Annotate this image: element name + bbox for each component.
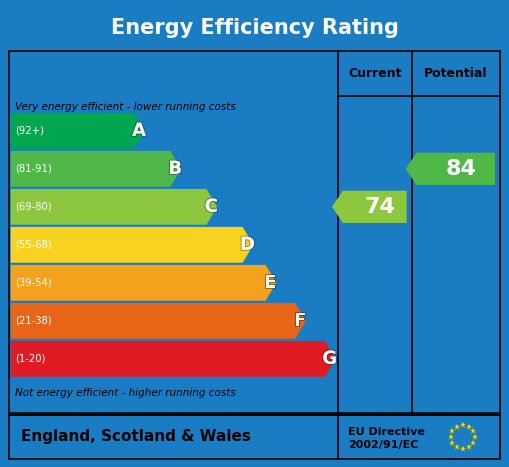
Text: 74: 74 — [364, 197, 395, 217]
Text: C: C — [205, 198, 218, 216]
Text: Current: Current — [348, 67, 402, 80]
Text: D: D — [240, 236, 255, 254]
Polygon shape — [11, 151, 181, 187]
Text: B: B — [168, 160, 182, 178]
Polygon shape — [11, 341, 335, 377]
Text: (21-38): (21-38) — [15, 316, 52, 326]
Text: (39-54): (39-54) — [15, 278, 52, 288]
Text: 2002/91/EC: 2002/91/EC — [348, 440, 418, 450]
Text: Potential: Potential — [424, 67, 488, 80]
Text: E: E — [264, 274, 276, 292]
Text: (55-68): (55-68) — [15, 240, 52, 250]
Polygon shape — [11, 189, 217, 225]
Polygon shape — [11, 303, 306, 339]
Text: (81-91): (81-91) — [15, 164, 52, 174]
Text: Very energy efficient - lower running costs: Very energy efficient - lower running co… — [15, 102, 236, 113]
Text: Not energy efficient - higher running costs: Not energy efficient - higher running co… — [15, 389, 236, 398]
Text: G: G — [322, 350, 337, 368]
Text: England, Scotland & Wales: England, Scotland & Wales — [21, 429, 251, 445]
Polygon shape — [332, 191, 407, 223]
Text: EU Directive: EU Directive — [348, 427, 425, 437]
Text: (69-80): (69-80) — [15, 202, 52, 212]
Text: A: A — [132, 122, 146, 140]
Text: (1-20): (1-20) — [15, 354, 45, 364]
Polygon shape — [11, 265, 276, 301]
Polygon shape — [406, 153, 495, 185]
Text: F: F — [294, 312, 306, 330]
Text: Energy Efficiency Rating: Energy Efficiency Rating — [110, 19, 399, 38]
Text: (92+): (92+) — [15, 126, 44, 136]
Polygon shape — [11, 113, 145, 149]
Polygon shape — [11, 227, 253, 263]
Text: 84: 84 — [445, 159, 476, 179]
